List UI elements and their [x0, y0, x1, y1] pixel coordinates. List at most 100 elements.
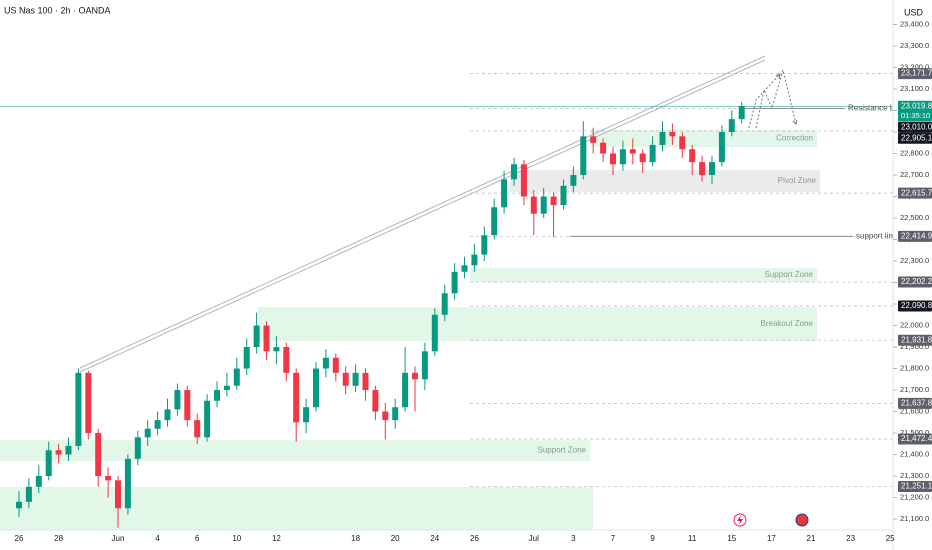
price-label-bg: [898, 433, 932, 445]
price-label: 22,090.8: [901, 301, 932, 310]
price-label-bg: [898, 132, 932, 144]
price-label: 21,472.4: [901, 434, 932, 443]
candle-body: [481, 235, 488, 255]
x-tick-label: 26: [470, 534, 479, 543]
candle-body: [629, 149, 636, 154]
y-tick-label: 22,700.0: [900, 170, 929, 179]
price-label: 23,019.8: [901, 101, 932, 110]
candle-body: [511, 164, 517, 180]
y-tick-label: 23,300.0: [900, 41, 929, 50]
price-label-bg: [898, 334, 932, 346]
x-tick-label: 18: [351, 534, 360, 543]
price-label-bg: [898, 276, 932, 288]
projection-path: [755, 68, 797, 129]
candle-body: [313, 368, 319, 408]
x-tick-label: Jul: [529, 534, 539, 543]
candle-body: [669, 132, 676, 137]
price-label-bg: [898, 187, 932, 199]
candle-body: [184, 390, 191, 421]
candle-body: [570, 175, 577, 186]
y-tick-label: 23,400.0: [900, 19, 929, 28]
x-tick-label: 3: [571, 534, 576, 543]
y-tick-label: 22,500.0: [900, 213, 929, 222]
candle-body: [105, 476, 112, 481]
candle-body: [501, 179, 508, 208]
candle-body: [412, 372, 418, 380]
price-label: 23,010.0: [901, 122, 932, 131]
y-tick-label: 21,900.0: [900, 342, 929, 351]
countdown: 01:35:10: [901, 111, 930, 120]
candle-body: [65, 445, 72, 455]
candle-body: [293, 372, 300, 423]
candle-body: [35, 476, 42, 487]
price-label: 22,414.9: [901, 231, 932, 240]
trend-line: [79, 59, 766, 373]
y-tick-label: 21,100.0: [900, 514, 929, 523]
y-tick-label: 23,100.0: [900, 84, 929, 93]
candle-body: [610, 153, 616, 165]
candle-body: [649, 144, 656, 163]
candle-body: [600, 142, 607, 154]
price-label-bg: [898, 100, 932, 112]
candle-body: [75, 372, 82, 446]
candle-body: [718, 132, 725, 163]
projection-path: [748, 73, 781, 129]
candle-body: [471, 254, 478, 266]
candle-body: [16, 501, 22, 509]
zone: [0, 440, 590, 461]
annotation-label: Resistance Line: [848, 103, 905, 112]
zone-label: Support Zone: [538, 446, 587, 455]
currency: USD: [904, 7, 924, 17]
x-tick-label: 6: [195, 534, 200, 543]
candle-body: [124, 458, 131, 509]
candle-body: [263, 325, 270, 352]
candle-body: [402, 372, 409, 408]
x-tick-label: 4: [155, 534, 160, 543]
candle-body: [392, 407, 399, 421]
candle-body: [679, 136, 686, 150]
candle-body: [164, 409, 171, 421]
candle-body: [25, 486, 32, 502]
chart-title: US Nas 100 · 2h · OANDA: [4, 5, 111, 15]
candle-body: [699, 162, 706, 176]
price-axis-bg: [893, 0, 932, 550]
y-tick-label: 22,300.0: [900, 256, 929, 265]
y-tick-label: 22,800.0: [900, 149, 929, 158]
candle-body: [95, 433, 102, 477]
candle-body: [214, 390, 220, 401]
event-icon-bolt: [737, 515, 743, 525]
price-label-bg: [898, 121, 932, 133]
candle-body: [709, 162, 715, 176]
flag-icon[interactable]: [795, 513, 809, 527]
price-label: 22,905.1: [901, 133, 932, 142]
zone: [0, 486, 593, 530]
candle-body: [689, 149, 696, 163]
x-tick-label: 9: [650, 534, 655, 543]
x-tick-label: 28: [54, 534, 63, 543]
candle-body: [659, 132, 666, 145]
price-label: 23,171.7: [901, 69, 932, 78]
price-label: 21,251.1: [901, 482, 932, 491]
candle-body: [134, 437, 141, 459]
price-label: 21,637.8: [901, 399, 932, 408]
candle-body: [243, 347, 250, 369]
zone-label: Correction: [776, 134, 813, 143]
zone: [258, 307, 817, 342]
candle-body: [204, 400, 211, 438]
y-tick-label: 21,800.0: [900, 364, 929, 373]
x-tick-label: 7: [611, 534, 616, 543]
candle-body: [362, 372, 369, 391]
zone: [590, 129, 817, 148]
candle-body: [303, 407, 310, 423]
x-tick-label: 23: [846, 534, 855, 543]
zone: [510, 170, 820, 193]
candle-body: [253, 325, 260, 348]
x-tick-label: 26: [15, 534, 24, 543]
candle-body: [273, 347, 280, 352]
candle-body: [85, 372, 92, 434]
candles: [16, 101, 745, 528]
candle-body: [144, 428, 151, 438]
candle-body: [283, 347, 290, 373]
